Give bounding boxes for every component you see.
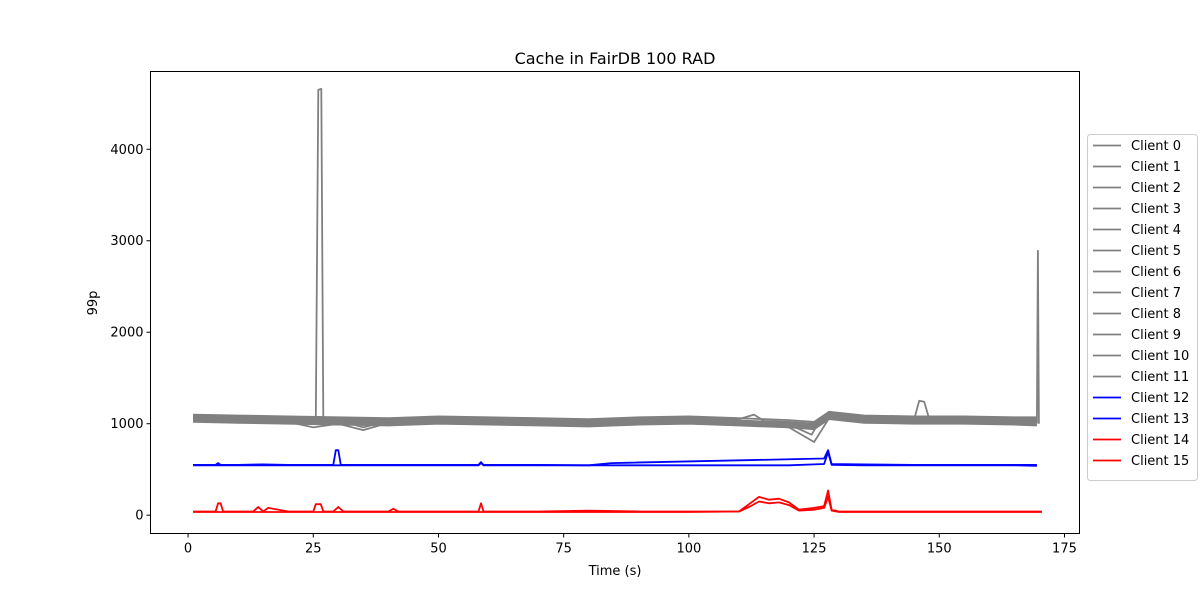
series-line-client-14 (193, 495, 1042, 513)
legend-label: Client 7 (1131, 286, 1181, 301)
x-axis: 0 25 50 75 100 125 150 175 (184, 533, 1077, 557)
series-line-client-8 (193, 418, 1037, 431)
legend-label: Client 0 (1131, 139, 1181, 154)
x-tick-label: 150 (927, 542, 952, 557)
legend-label: Client 4 (1131, 223, 1181, 238)
y-tick-label: 1000 (110, 417, 143, 432)
x-tick-label: 0 (184, 542, 192, 557)
y-axis-label: 99p (86, 291, 101, 316)
legend-label: Client 10 (1131, 349, 1189, 364)
y-axis: 0 1000 2000 3000 4000 (110, 143, 151, 524)
legend-label: Client 3 (1131, 202, 1181, 217)
legend-label: Client 14 (1131, 433, 1189, 448)
legend-label: Client 5 (1131, 244, 1181, 259)
x-tick-label: 100 (676, 542, 701, 557)
legend-label: Client 11 (1131, 370, 1189, 385)
x-tick-label: 125 (802, 542, 827, 557)
legend-label: Client 13 (1131, 412, 1189, 427)
series-line-client-7 (193, 410, 1037, 423)
series-line-client-13 (193, 451, 1037, 467)
y-tick-label: 0 (135, 509, 143, 524)
legend-label: Client 6 (1131, 265, 1181, 280)
legend-label: Client 15 (1131, 454, 1189, 469)
series-line-client-10 (193, 249, 1040, 428)
x-tick-label: 175 (1052, 542, 1077, 557)
series-line-client-11 (193, 413, 1037, 426)
y-tick-label: 2000 (110, 326, 143, 341)
x-tick-label: 50 (430, 542, 447, 557)
plot-area-frame (150, 71, 1080, 534)
legend-label: Client 2 (1131, 181, 1181, 196)
x-tick-label: 75 (555, 542, 572, 557)
plot-lines (193, 88, 1042, 513)
y-tick-label: 3000 (110, 234, 143, 249)
legend-box (1087, 134, 1198, 481)
x-axis-label: Time (s) (588, 564, 642, 579)
x-tick-label: 25 (305, 542, 322, 557)
legend-label: Client 9 (1131, 328, 1181, 343)
series-line-client-15 (193, 489, 1042, 513)
legend-label: Client 8 (1131, 307, 1181, 322)
legend-label: Client 1 (1131, 160, 1181, 175)
legend-label: Client 12 (1131, 391, 1189, 406)
y-tick-label: 4000 (110, 143, 143, 158)
legend: Client 0 Client 1 Client 2 Client 3 Client 4… (1087, 134, 1198, 481)
chart-title: Cache in FairDB 100 RAD (515, 49, 716, 68)
